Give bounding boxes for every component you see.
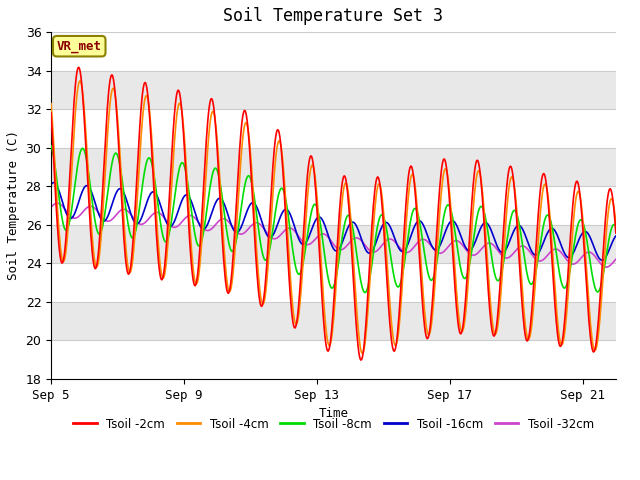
Text: VR_met: VR_met <box>57 40 102 53</box>
Y-axis label: Soil Temperature (C): Soil Temperature (C) <box>7 131 20 280</box>
X-axis label: Time: Time <box>319 407 348 420</box>
Bar <box>51 302 616 340</box>
Bar <box>51 148 616 186</box>
Bar <box>51 32 616 71</box>
Bar <box>51 263 616 302</box>
Bar <box>51 225 616 263</box>
Bar <box>51 109 616 148</box>
Title: Soil Temperature Set 3: Soil Temperature Set 3 <box>223 7 444 25</box>
Bar <box>51 186 616 225</box>
Bar <box>51 340 616 379</box>
Legend: Tsoil -2cm, Tsoil -4cm, Tsoil -8cm, Tsoil -16cm, Tsoil -32cm: Tsoil -2cm, Tsoil -4cm, Tsoil -8cm, Tsoi… <box>68 413 598 435</box>
Bar <box>51 71 616 109</box>
